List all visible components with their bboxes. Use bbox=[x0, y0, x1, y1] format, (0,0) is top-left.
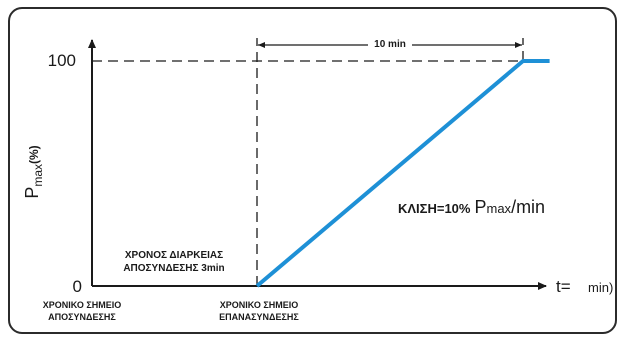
y-axis-label: Pmax(%) bbox=[22, 145, 45, 198]
y-tick-label-0: 0 bbox=[73, 277, 82, 296]
slope-annotation: ΚΛΙΣΗ=10% Pmax/min bbox=[398, 197, 545, 217]
disconnect-point-line1: ΧΡΟΝΙΚΟ ΣΗΜΕΙΟ bbox=[43, 300, 122, 310]
outage-duration-line1: ΧΡΟΝΟΣ ΔΙΑΡΚΕΙΑΣ bbox=[125, 250, 223, 261]
outage-duration-line2: ΑΠΟΣΥΝΔΕΣΗΣ 3min bbox=[123, 263, 224, 274]
disconnect-point-line2: ΑΠΟΣΥΝΔΕΣΗΣ bbox=[48, 312, 116, 322]
duration-label-bg bbox=[368, 37, 412, 49]
ramp-series-line bbox=[255, 59, 550, 288]
reconnect-point-line2: ΕΠΑΝΑΣΥΝΔΕΣΗΣ bbox=[219, 312, 299, 322]
duration-label: 10 min bbox=[374, 39, 406, 50]
reconnect-point-line1: ΧΡΟΝΙΚΟ ΣΗΜΕΙΟ bbox=[220, 300, 299, 310]
x-axis-unit: min) bbox=[588, 280, 613, 295]
svg-text:Pmax(%): Pmax(%) bbox=[22, 145, 45, 198]
x-axis-label: t= bbox=[556, 277, 571, 296]
y-tick-label-100: 100 bbox=[48, 51, 76, 70]
